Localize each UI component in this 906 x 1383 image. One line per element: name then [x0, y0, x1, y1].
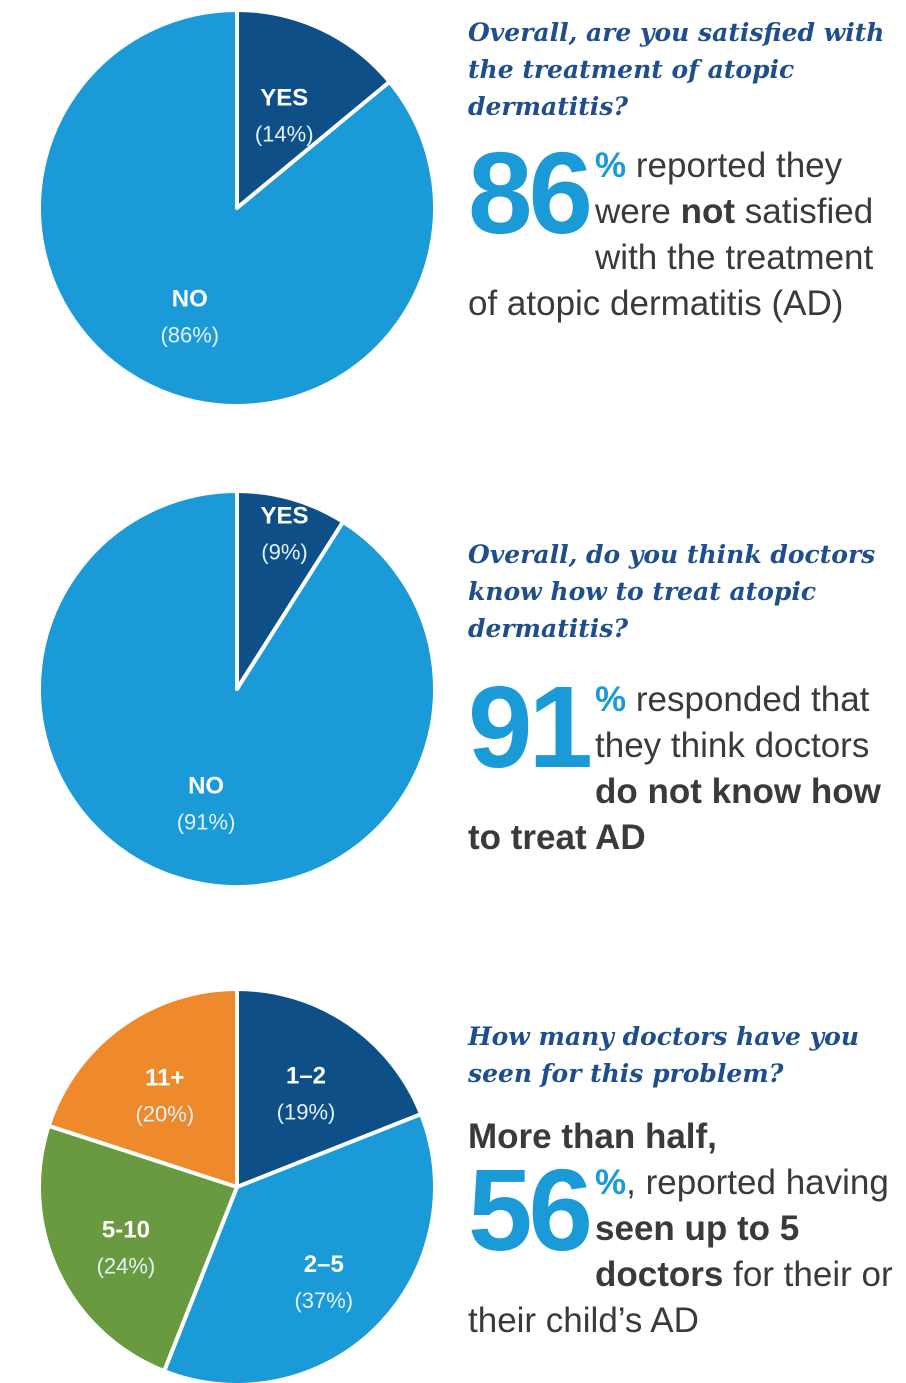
- pie-slice-2–5: [162, 1112, 437, 1383]
- question-doctors-seen: How many doctors have you seen for this …: [468, 1022, 860, 1088]
- stat-bold: do not know how to treat AD: [468, 772, 881, 857]
- slice-percent-label: (24%): [97, 1253, 156, 1278]
- pie-chart-doctors-know-svg: YES (9%) NO (91%): [37, 489, 437, 889]
- pie-slice-NO: [37, 489, 437, 889]
- stat-text: responded that they think doctors: [595, 680, 870, 765]
- pie-chart-doctors-seen-svg: 1–2 (19%) 2–5 (37%) 5-10 (24%) 11+ (20%): [37, 987, 437, 1383]
- pie-slice-5-10: [37, 1123, 239, 1374]
- big-number-91: 91: [468, 662, 593, 792]
- stat-text: for their or their child’s AD: [468, 1255, 893, 1340]
- slice-label: 5-10: [102, 1216, 150, 1243]
- stat-satisfaction: 86% reported they were not satisfied wit…: [468, 128, 898, 327]
- pie-chart-doctors-seen: 1–2 (19%) 2–5 (37%) 5-10 (24%) 11+ (20%): [0, 975, 480, 1383]
- pie-chart-satisfaction: YES (14%) NO (86%): [0, 0, 480, 420]
- big-number-86: 86: [468, 128, 593, 258]
- stat-bold: not: [680, 192, 736, 231]
- panel-doctors-know: Overall, do you think doctors know how t…: [468, 536, 898, 861]
- slice-percent-label: (91%): [177, 809, 236, 834]
- stat-doctors-seen: More than half, 56%, reported having see…: [468, 1114, 898, 1344]
- slice-label: YES: [260, 502, 308, 529]
- slice-percent-label: (37%): [294, 1288, 353, 1313]
- stat-bold: seen up to 5 doctors: [595, 1209, 800, 1294]
- pie-slice-NO: [37, 8, 437, 408]
- pie-slice-11+: [46, 987, 239, 1189]
- slice-percent-label: (86%): [160, 322, 219, 347]
- pie-slice-YES: [235, 489, 346, 691]
- question-satisfaction: Overall, are you satisfied with the trea…: [468, 18, 885, 121]
- percent-sign: %: [595, 680, 627, 719]
- pie-slice-1–2: [235, 987, 424, 1189]
- pie-chart-satisfaction-svg: YES (14%) NO (86%): [37, 8, 437, 408]
- panel-doctors-seen: How many doctors have you seen for this …: [468, 1018, 898, 1344]
- slice-label: 1–2: [286, 1062, 326, 1089]
- slice-label: 11+: [145, 1065, 184, 1092]
- slice-percent-label: (14%): [255, 122, 314, 147]
- panel-satisfaction: Overall, are you satisfied with the trea…: [468, 14, 898, 327]
- stat-doctors-know: 91% responded that they think doctors do…: [468, 662, 898, 861]
- stat-lead: More than half,: [468, 1117, 717, 1156]
- question-doctors-know: Overall, do you think doctors know how t…: [468, 540, 876, 643]
- slice-label: 2–5: [304, 1251, 344, 1278]
- slice-percent-label: (19%): [277, 1099, 336, 1124]
- percent-sign: %: [595, 1163, 627, 1202]
- pie-slice-YES: [235, 8, 392, 210]
- stat-text: , reported having: [626, 1163, 889, 1202]
- slice-percent-label: (9%): [261, 539, 307, 564]
- stat-text: reported they were: [595, 146, 843, 231]
- slice-label: NO: [172, 285, 208, 312]
- big-number-56: 56: [468, 1145, 593, 1275]
- slice-percent-label: (20%): [135, 1102, 194, 1127]
- slice-label: NO: [188, 772, 224, 799]
- pie-chart-doctors-know: YES (9%) NO (91%): [0, 488, 480, 908]
- slice-label: YES: [260, 85, 308, 112]
- stat-text: satisfied with the treatment of atopic d…: [468, 192, 874, 323]
- percent-sign: %: [595, 146, 627, 185]
